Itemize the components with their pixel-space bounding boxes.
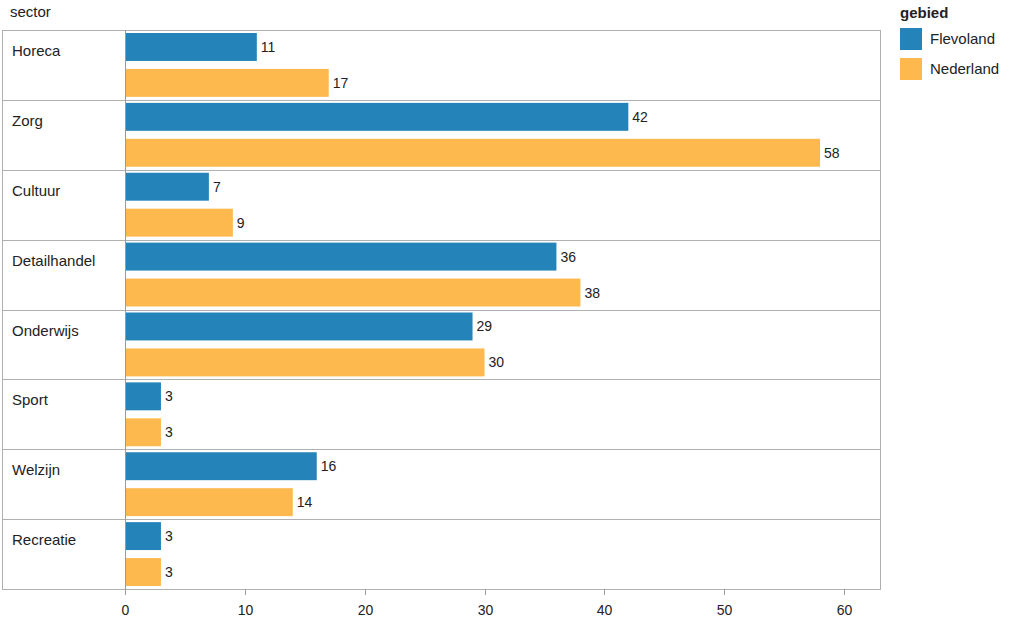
data-label: 3: [165, 388, 173, 404]
tick-mark: [245, 589, 246, 595]
data-label: 36: [560, 249, 576, 265]
data-label: 14: [297, 494, 313, 510]
data-label: 38: [584, 285, 600, 301]
row-separator: [2, 100, 880, 101]
tick-label: 50: [717, 602, 733, 618]
data-label: 3: [165, 424, 173, 440]
data-label: 58: [824, 145, 840, 161]
category-label: Cultuur: [12, 182, 60, 199]
tick-mark: [724, 589, 725, 595]
legend-swatch: [900, 28, 922, 50]
bar: [125, 488, 293, 516]
tick-label: 30: [478, 602, 494, 618]
bar: [125, 209, 233, 237]
category-label: Detailhandel: [12, 252, 95, 269]
tick-mark: [604, 589, 605, 595]
tick-label: 10: [238, 602, 254, 618]
data-label: 17: [333, 75, 349, 91]
data-label: 3: [165, 528, 173, 544]
legend-label: Flevoland: [930, 30, 995, 47]
row-separator: [2, 310, 880, 311]
bar: [125, 173, 209, 201]
tick-mark: [485, 589, 486, 595]
row-separator: [2, 240, 880, 241]
data-label: 42: [632, 109, 648, 125]
data-label: 11: [261, 39, 276, 55]
tick-mark: [125, 589, 126, 595]
legend-swatch: [900, 58, 922, 80]
category-label: Onderwijs: [12, 322, 79, 339]
bar: [125, 522, 161, 550]
tick-label: 40: [597, 602, 613, 618]
bar: [125, 243, 556, 271]
bar: [125, 382, 161, 410]
tick-mark: [365, 589, 366, 595]
legend: gebied Flevoland Nederland: [900, 4, 999, 80]
tick-label: 60: [837, 602, 853, 618]
row-separator: [2, 519, 880, 520]
tick-mark: [844, 589, 845, 595]
data-label: 30: [489, 354, 505, 370]
bar: [125, 279, 580, 307]
data-label: 3: [165, 564, 173, 580]
category-labels: Horeca Zorg Cultuur Detailhandel Onderwijs Sp…: [12, 42, 95, 548]
bar: [125, 69, 329, 97]
category-label: Horeca: [12, 42, 61, 59]
category-label: Welzijn: [12, 461, 60, 478]
data-label: 7: [213, 179, 221, 195]
legend-label: Nederland: [930, 60, 999, 77]
row-separator: [2, 379, 880, 380]
category-label: Recreatie: [12, 531, 76, 548]
bars: [125, 33, 820, 586]
bar: [125, 103, 628, 131]
axis-line: [125, 30, 126, 589]
bar: [125, 313, 473, 341]
x-ticks: 0 10 20 30 40 50 60: [122, 589, 853, 618]
category-label: Sport: [12, 391, 49, 408]
chart: sector 11 17 42 58 7 9 36 38 29 30 3 3 16 14 3 3 Horeca Zo…: [0, 0, 1023, 627]
data-label: 16: [321, 458, 337, 474]
data-label: 29: [477, 318, 493, 334]
data-labels: 11 17 42 58 7 9 36 38 29 30 3 3 16 14 3 3: [165, 39, 840, 580]
axis-title: sector: [10, 3, 51, 20]
row-separator: [2, 170, 880, 171]
frame-border: [3, 31, 881, 590]
bar: [125, 139, 820, 167]
data-label: 9: [237, 215, 245, 231]
frame: [2, 31, 881, 590]
bar: [125, 33, 257, 61]
row-separator: [2, 449, 880, 450]
category-label: Zorg: [12, 112, 43, 129]
legend-title: gebied: [900, 4, 948, 21]
bar: [125, 558, 161, 586]
tick-label: 20: [358, 602, 374, 618]
bar: [125, 452, 317, 480]
bar: [125, 348, 485, 376]
tick-label: 0: [122, 602, 130, 618]
bar: [125, 418, 161, 446]
